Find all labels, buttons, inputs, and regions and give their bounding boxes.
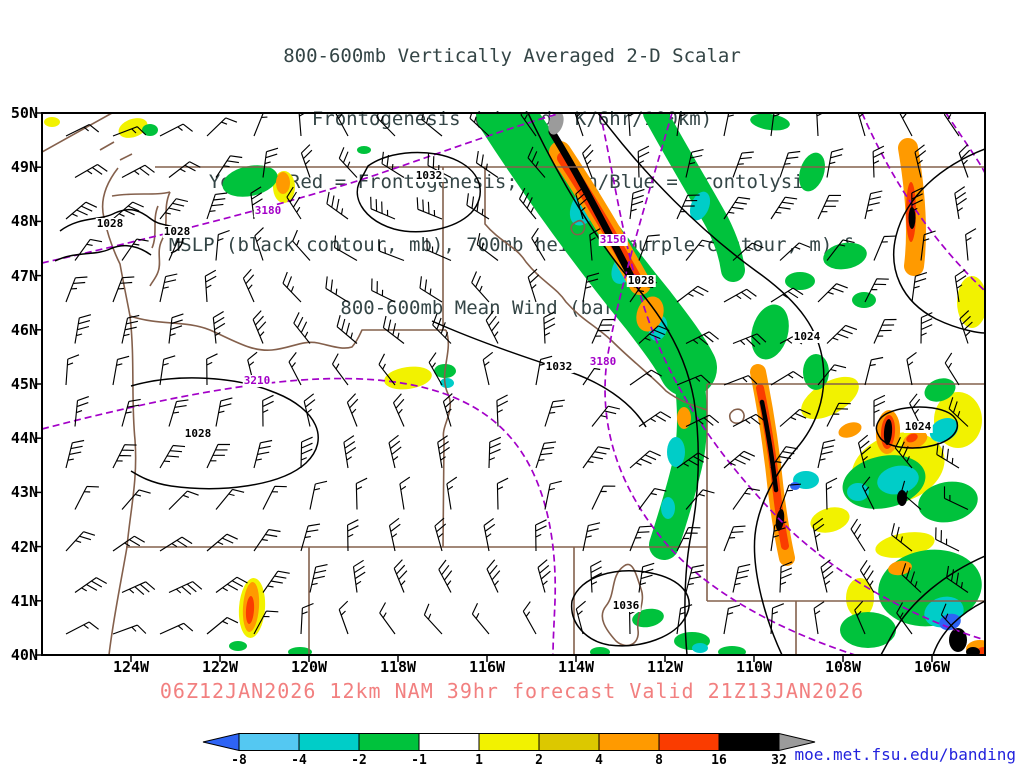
colorbar-segment — [418, 733, 480, 751]
colorbar-segment — [358, 733, 420, 751]
map-frame — [41, 112, 986, 656]
title-line-1: 800-600mb Vertically Averaged 2-D Scalar — [283, 45, 741, 67]
credit-link[interactable]: moe.met.fsu.edu/banding — [794, 745, 1016, 764]
colorbar-tick-label: 8 — [655, 753, 663, 768]
colorbar-segment — [238, 733, 300, 751]
colorbar-segment — [298, 733, 360, 751]
colorbar-tick-label: 16 — [711, 753, 727, 768]
colorbar: -8 -4 -2 -1 1 2 4 8 16 32 — [201, 732, 817, 772]
axis-ticks — [35, 112, 933, 662]
colorbar-tick-label: 32 — [771, 753, 787, 768]
colorbar-scale — [202, 732, 816, 752]
colorbar-segment — [718, 733, 780, 751]
mslp-contours-layer — [54, 113, 985, 655]
colorbar-segment — [478, 733, 540, 751]
wind-barbs-layer — [65, 113, 977, 635]
colorbar-tick-label: 4 — [595, 753, 603, 768]
title-line-5: 800-600mb Mean Wind (barb, kt) — [340, 297, 684, 319]
colorbar-tick-label: -1 — [411, 753, 427, 768]
colorbar-tick-label: 2 — [535, 753, 543, 768]
colorbar-segment — [538, 733, 600, 751]
state-borders-layer — [42, 113, 985, 655]
colorbar-left-arrow — [202, 732, 240, 752]
colorbar-tick-label: 1 — [475, 753, 483, 768]
height-contours-layer — [42, 113, 985, 655]
colorbar-tick-label: -8 — [231, 753, 247, 768]
colorbar-segment — [598, 733, 660, 751]
forecast-caption: 06Z12JAN2026 12km NAM 39hr forecast Vali… — [159, 679, 865, 703]
colorbar-tick-label: -4 — [291, 753, 307, 768]
colorbar-segment — [658, 733, 720, 751]
colorbar-right-arrow — [778, 732, 816, 752]
colorbar-tick-label: -2 — [351, 753, 367, 768]
